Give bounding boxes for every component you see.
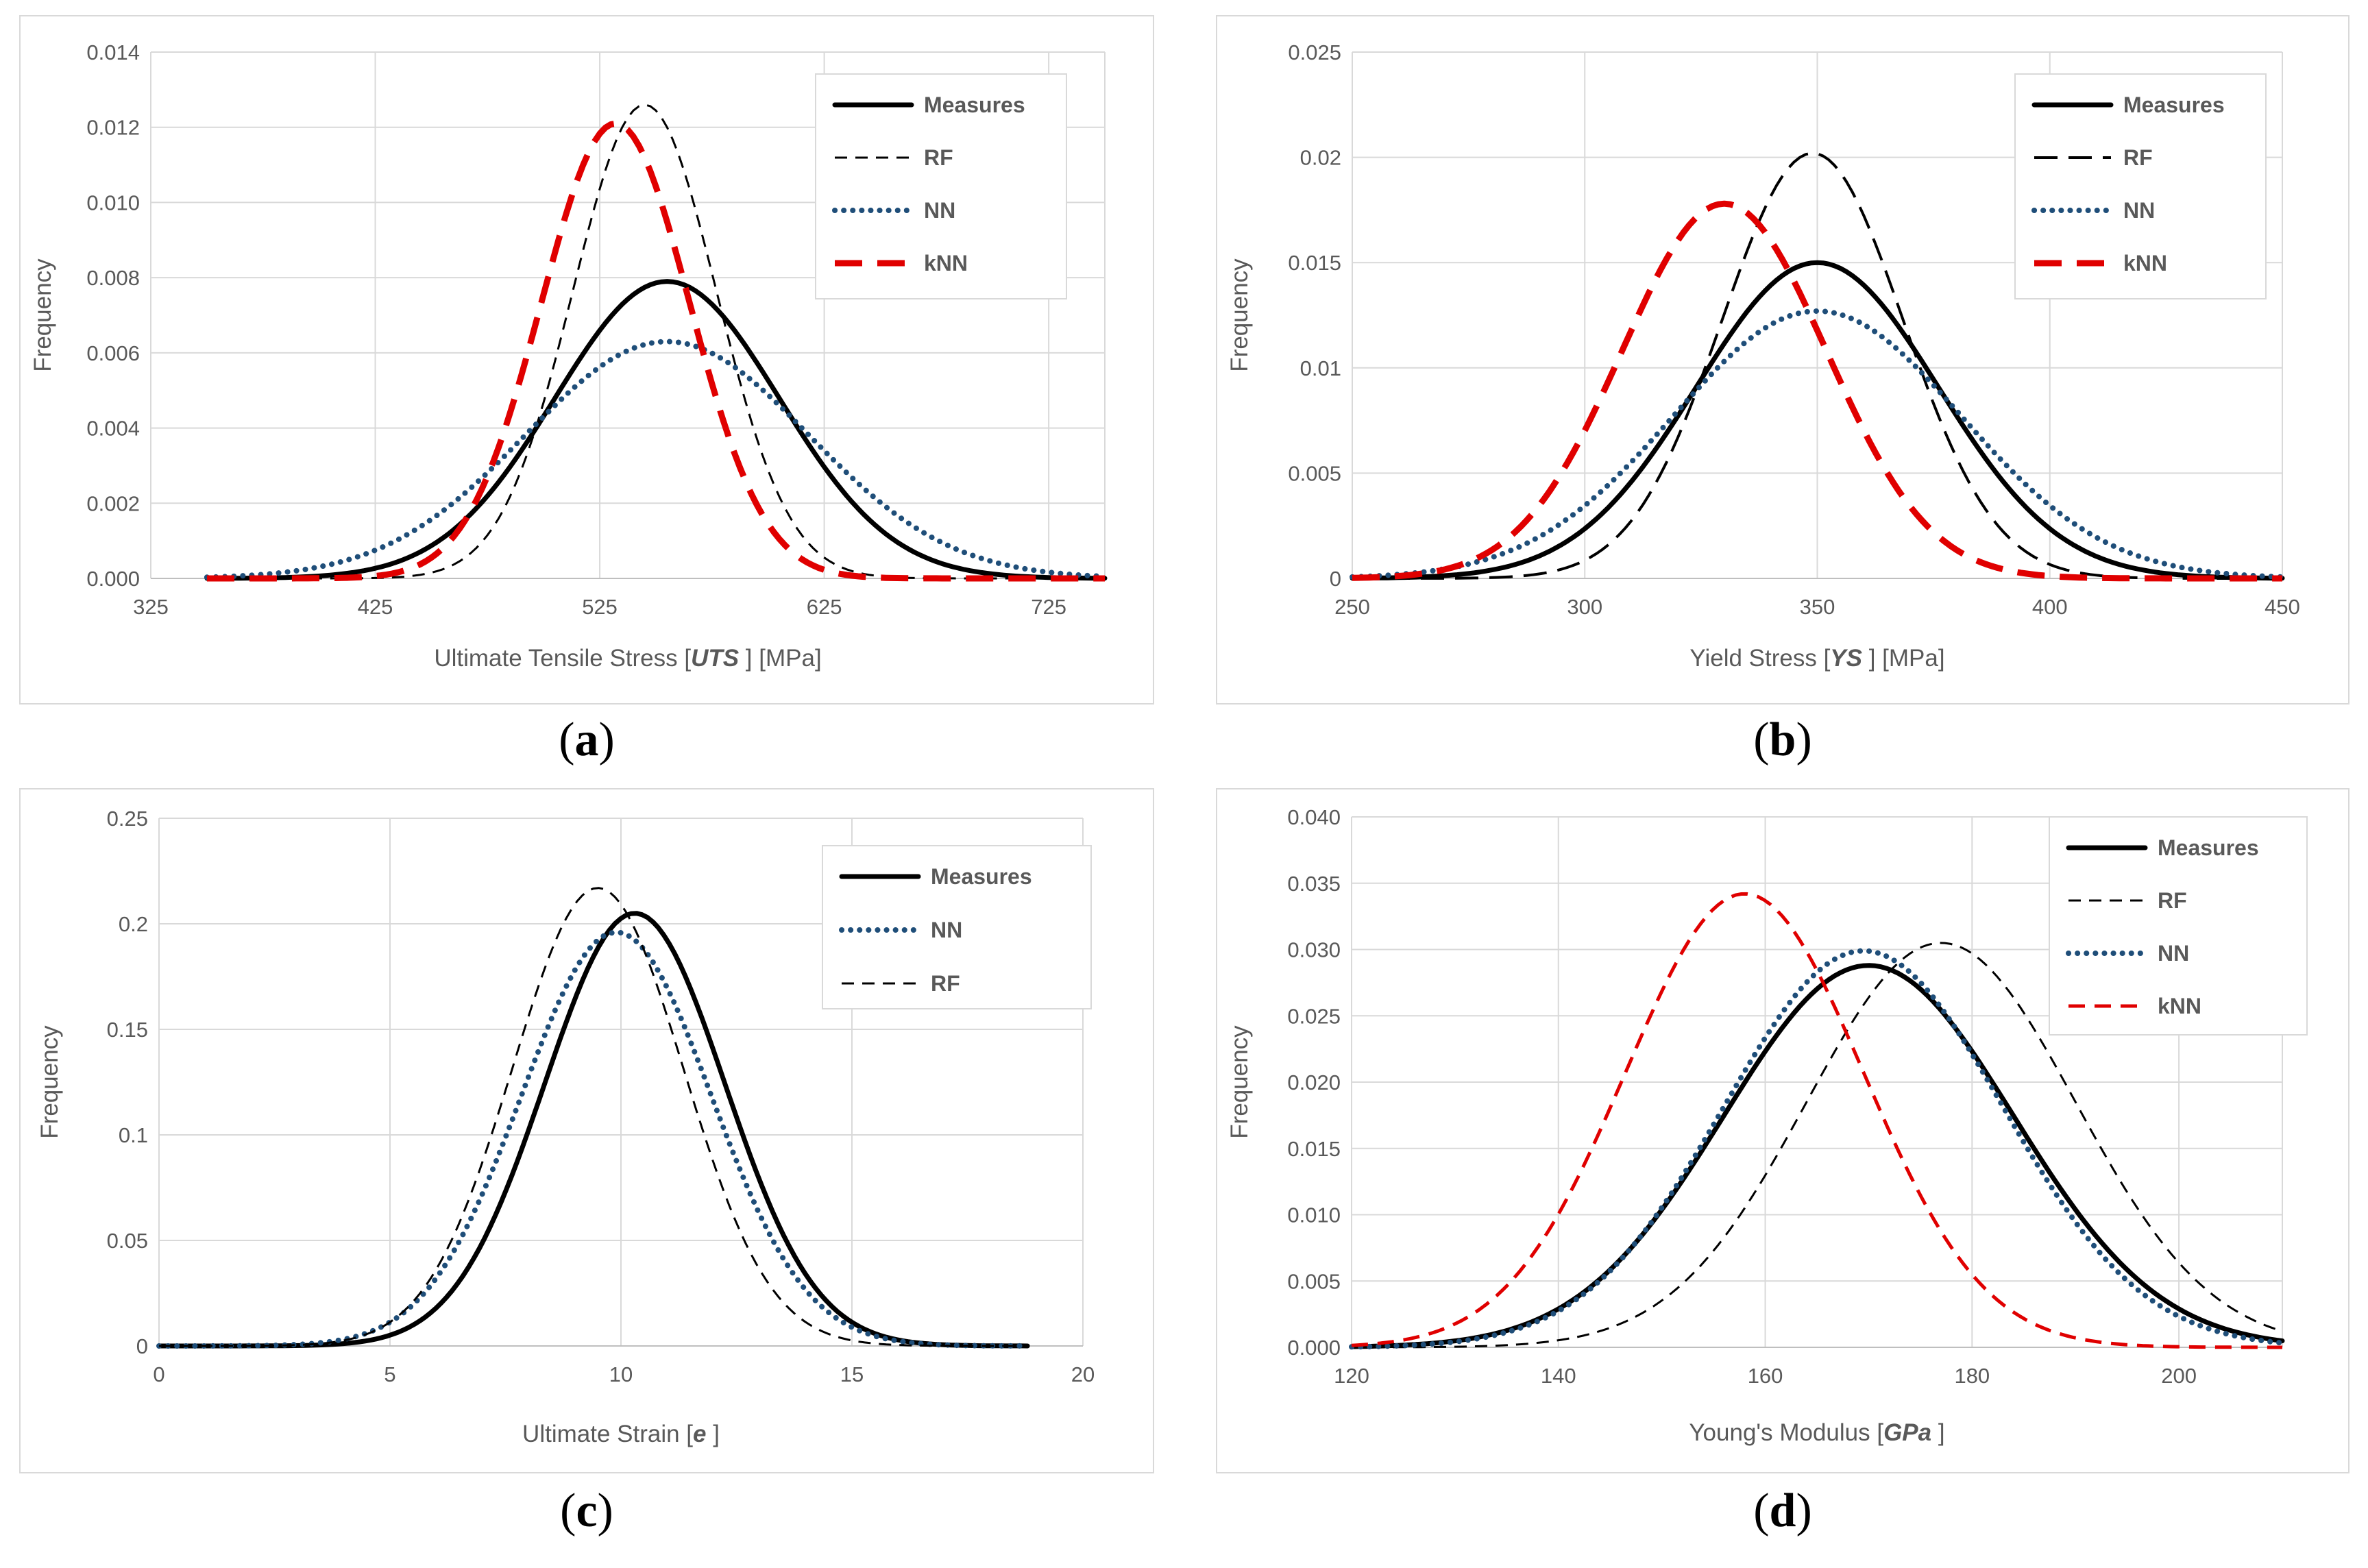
legend-label-knn: kNN [2158, 994, 2201, 1018]
series-line-measures [204, 279, 1108, 581]
y-tick-label: 0.035 [1287, 872, 1341, 896]
chart-c: 0 5 10 15 20 0 0.05 0.1 0.15 0.2 0.25 Frequency Ulti… [36, 807, 1095, 1447]
legend-box [2049, 816, 2308, 1036]
x-axis-title: Young's Modulus [GPa ] [1689, 1419, 1944, 1446]
legend-label-nn: NN [2158, 941, 2189, 966]
series-line-knn [206, 120, 1105, 582]
panel-label-c: (c) [560, 1484, 613, 1537]
y-tick-label: 0.030 [1287, 938, 1341, 962]
x-tick-label: 300 [1567, 595, 1602, 619]
chart-a: 325 425 525 625 725 0.000 0.002 0.004 0.006 0.008… [29, 40, 1108, 672]
panel-label-a: (a) [559, 713, 615, 766]
legend-label-knn: kNN [2123, 251, 2167, 275]
x-tick-label: 525 [582, 595, 618, 619]
legend-label-measures: Measures [931, 864, 1032, 889]
x-tick-label: 20 [1071, 1362, 1095, 1386]
x-tick-label: 400 [2032, 595, 2068, 619]
x-axis-title: Yield Stress [YS ] [MPa] [1689, 645, 1944, 672]
legend-label-rf: RF [2123, 145, 2153, 170]
y-tick-label: 0.020 [1287, 1070, 1341, 1094]
y-tick-label: 0.15 [107, 1018, 148, 1042]
legend-label-rf: RF [931, 971, 960, 996]
x-tick-label: 625 [807, 595, 842, 619]
x-tick-label: 0 [153, 1362, 164, 1386]
y-tick-label: 0.015 [1288, 251, 1341, 275]
y-tick-label: 0.040 [1287, 805, 1341, 829]
x-tick-label: 350 [1800, 595, 1835, 619]
legend-label-measures: Measures [2158, 835, 2259, 860]
y-tick-label: 0.01 [1300, 356, 1341, 380]
series-line-knn [1351, 892, 2282, 1349]
x-tick-label: 200 [2161, 1364, 2197, 1388]
y-axis-title: Frequency [29, 258, 56, 372]
y-tick-label: 0.012 [86, 116, 140, 140]
y-tick-label: 0.010 [86, 191, 140, 215]
x-tick-label: 5 [384, 1362, 395, 1386]
x-tick-label: 15 [840, 1362, 864, 1386]
legend-label-measures: Measures [2123, 93, 2225, 117]
x-tick-label: 450 [2265, 595, 2300, 619]
y-tick-label: 0.004 [86, 417, 140, 441]
y-tick-label: 0.002 [86, 491, 140, 515]
y-tick-label: 0.05 [107, 1229, 148, 1253]
y-axis-title: Frequency [1226, 258, 1253, 372]
y-tick-label: 0.005 [1288, 461, 1341, 485]
y-tick-label: 0.005 [1287, 1269, 1341, 1293]
y-tick-label: 0.25 [107, 807, 148, 831]
panel-label-b: (b) [1753, 713, 1812, 766]
legend-label-nn: NN [931, 918, 962, 942]
series-line-measures [1349, 963, 2285, 1349]
y-tick-label: 0.006 [86, 341, 140, 365]
y-tick-label: 0.02 [1300, 146, 1341, 170]
x-tick-label: 325 [133, 595, 169, 619]
x-tick-label: 725 [1031, 595, 1066, 619]
y-axis-title: Frequency [1226, 1025, 1253, 1139]
y-tick-label: 0.1 [119, 1123, 148, 1147]
x-tick-label: 120 [1334, 1364, 1369, 1388]
y-tick-label: 0.008 [86, 266, 140, 290]
y-tick-label: 0.000 [1287, 1336, 1341, 1360]
legend-label-nn: NN [924, 198, 955, 223]
series-line-rf [1352, 942, 2283, 1349]
series-line-measures [1350, 260, 2285, 581]
legend-label-rf: RF [2158, 888, 2187, 913]
x-tick-label: 425 [358, 595, 393, 619]
legend-label-rf: RF [924, 145, 953, 170]
y-tick-label: 0.2 [119, 912, 148, 936]
series-line-nn [204, 339, 1108, 580]
series-line-knn [1352, 200, 2282, 582]
y-tick-label: 0 [1330, 567, 1341, 591]
y-tick-label: 0.014 [86, 40, 140, 64]
panel-label-d: (d) [1753, 1484, 1812, 1537]
chart-b: 250 300 350 400 450 0 0.005 0.01 0.015 0.02 0.025 F… [1226, 40, 2300, 672]
x-tick-label: 10 [609, 1362, 633, 1386]
x-tick-label: 250 [1334, 595, 1370, 619]
series-line-rf [159, 887, 1028, 1347]
chart-d: 120 140 160 180 200 0.000 0.005 0.010 0.015 0.020… [1226, 805, 2308, 1446]
y-tick-label: 0.015 [1287, 1137, 1341, 1161]
x-axis-title: Ultimate Tensile Stress [UTS ] [MPa] [434, 645, 821, 672]
y-tick-label: 0.025 [1287, 1004, 1341, 1028]
y-tick-label: 0 [136, 1334, 148, 1358]
x-tick-label: 180 [1954, 1364, 1990, 1388]
y-axis-title: Frequency [36, 1025, 63, 1139]
legend-label-nn: NN [2123, 198, 2155, 223]
x-tick-label: 160 [1748, 1364, 1783, 1388]
x-tick-label: 140 [1541, 1364, 1576, 1388]
series-line-nn [1350, 308, 2285, 580]
legend-box [822, 845, 1092, 1009]
y-tick-label: 0.025 [1288, 40, 1341, 64]
legend-label-knn: kNN [924, 251, 968, 275]
legend-label-measures: Measures [924, 93, 1025, 117]
x-axis-title: Ultimate Strain [e ] [522, 1421, 720, 1447]
y-tick-label: 0.000 [86, 567, 140, 591]
y-tick-label: 0.010 [1287, 1203, 1341, 1227]
